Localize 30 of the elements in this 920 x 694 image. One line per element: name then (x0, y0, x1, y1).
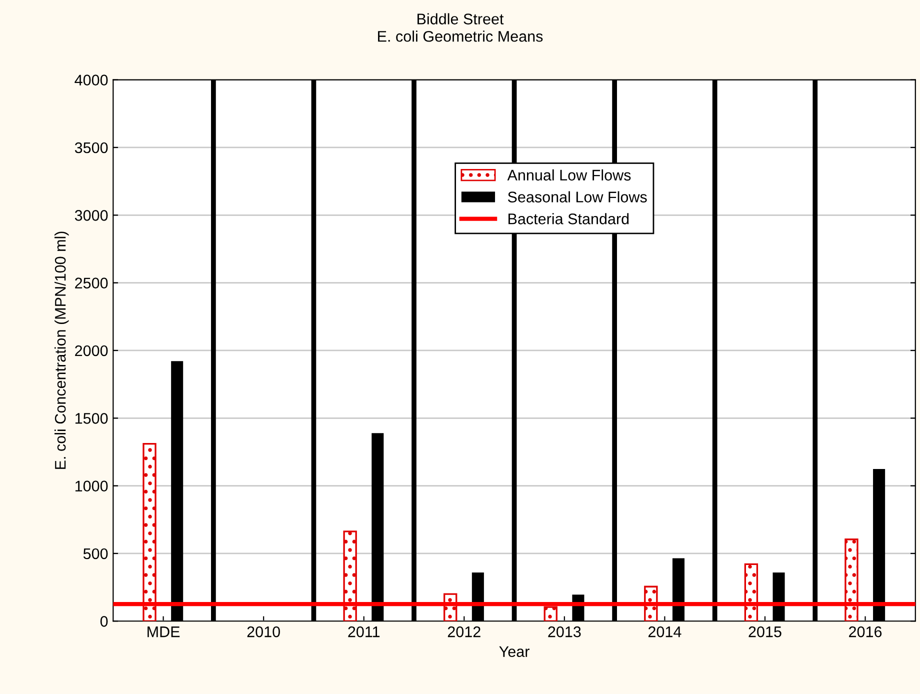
y-tick-label: 1500 (75, 413, 108, 424)
x-axis-title: Year (499, 646, 530, 658)
legend-label: Annual Low Flows (507, 169, 631, 181)
x-tick-label: 2012 (448, 626, 480, 638)
y-tick-label: 2000 (75, 345, 108, 356)
bar (744, 563, 758, 622)
y-tick-label: 0 (100, 616, 108, 627)
bar (142, 443, 156, 622)
chart-subtitle: E. coli Geometric Means (378, 30, 543, 42)
y-tick-label: 3000 (74, 210, 108, 221)
x-tick-label: 2016 (849, 626, 882, 638)
x-tick-label: 2011 (348, 626, 380, 638)
y-tick-label: 500 (83, 548, 108, 560)
bar (844, 538, 858, 622)
legend-label: Bacteria Standard (508, 213, 629, 224)
y-tick-label: 2500 (75, 278, 108, 288)
bar (644, 586, 658, 622)
y-axis-title: E. coli Concentration (MPN/100 ml) (54, 232, 69, 469)
chart-title: Biddle Street (418, 13, 504, 24)
legend-label: Seasonal Low Flows (508, 191, 647, 202)
x-tick-label: 2013 (548, 626, 581, 638)
y-tick-label: 4000 (74, 74, 108, 86)
x-tick-label: MDE (148, 626, 180, 638)
bar (544, 606, 558, 622)
y-tick-label: 1000 (75, 480, 108, 492)
x-tick-label: 2010 (247, 626, 280, 638)
x-tick-label: 2015 (748, 626, 782, 638)
y-tick-label: 3500 (74, 142, 108, 154)
x-tick-label: 2014 (648, 626, 682, 638)
bar (343, 530, 357, 622)
